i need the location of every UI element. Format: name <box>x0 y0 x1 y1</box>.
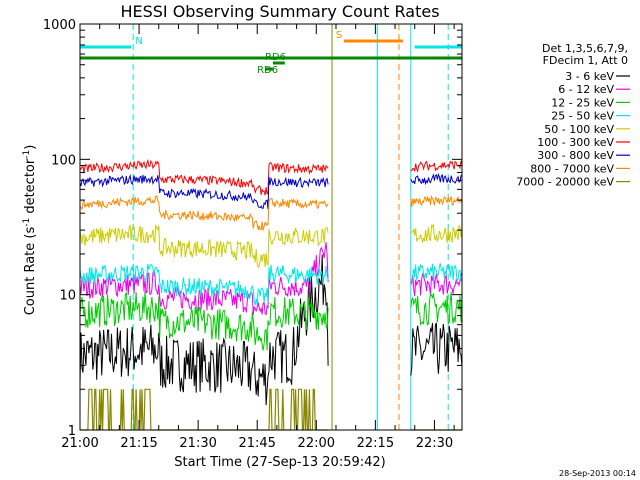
chart-title: HESSI Observing Summary Count Rates <box>120 2 439 21</box>
legend-entry-label: 6 - 12 keV <box>558 83 614 96</box>
legend-entry-label: 800 - 7000 keV <box>530 162 614 175</box>
legend-entry-label: 12 - 25 keV <box>551 96 614 109</box>
flag-bar-1 <box>343 39 403 43</box>
flag-label-0: N <box>135 36 142 47</box>
legend-header-line2: FDecim 1, Att 0 <box>543 54 628 67</box>
series-line-4 <box>79 223 463 269</box>
series-line-3 <box>79 263 463 306</box>
y-tick-label: 10 <box>59 289 76 304</box>
flag-bar-3 <box>80 56 462 60</box>
footer-timestamp: 28-Sep-2013 00:14 <box>559 469 636 478</box>
legend-entry-label: 300 - 800 keV <box>537 149 614 162</box>
y-axis-label: Count Rate (s-1 detector-1) <box>22 145 38 316</box>
axes: 1 10 100 1000 21:00 21:15 21:30 21:45 22:00 22:15… <box>43 18 463 451</box>
series-line-6 <box>79 172 463 210</box>
series-line-7 <box>79 194 463 231</box>
x-tick-label: 22:15 <box>357 436 394 451</box>
series-line-5 <box>79 158 463 196</box>
legend-entry-label: 50 - 100 keV <box>544 123 614 136</box>
y-tick-label: 100 <box>51 153 76 168</box>
flag-bar-5 <box>272 61 285 65</box>
x-tick-label: 22:30 <box>416 436 453 451</box>
flag-label-4: RD6 <box>257 65 278 76</box>
series-line-0 <box>79 254 463 406</box>
legend-entry-label: 100 - 300 keV <box>537 136 614 149</box>
series-line-2 <box>79 291 463 351</box>
x-tick-label: 21:00 <box>61 436 98 451</box>
y-tick-label: 1 <box>68 424 76 439</box>
flag-bar-4 <box>265 67 273 71</box>
legend-header-line1: Det 1,3,5,6,7,9, <box>542 42 628 55</box>
legend-entry-label: 3 - 6 keV <box>565 70 614 83</box>
x-tick-label: 22:00 <box>298 436 335 451</box>
series-line-1 <box>79 242 463 316</box>
series-line-8 <box>80 388 462 431</box>
x-tick-label: 21:45 <box>238 436 275 451</box>
x-tick-label: 21:15 <box>120 436 157 451</box>
flag-label-1: S <box>336 30 342 41</box>
legend-entry-label: 7000 - 20000 keV <box>516 176 614 189</box>
flag-label-5: RD6 <box>265 52 286 63</box>
x-tick-label: 21:30 <box>179 436 216 451</box>
legend-entry-label: 25 - 50 keV <box>551 110 614 123</box>
legend: Det 1,3,5,6,7,9, FDecim 1, Att 0 3 - 6 k… <box>516 42 630 189</box>
plot-area: N S RD6 RD6 <box>79 24 463 431</box>
plot-frame <box>79 23 463 431</box>
y-tick-label: 1000 <box>43 18 76 33</box>
x-axis-label: Start Time (27-Sep-13 20:59:42) <box>174 455 385 470</box>
flag-bar-0 <box>80 45 132 49</box>
flag-bar-2 <box>414 45 462 49</box>
